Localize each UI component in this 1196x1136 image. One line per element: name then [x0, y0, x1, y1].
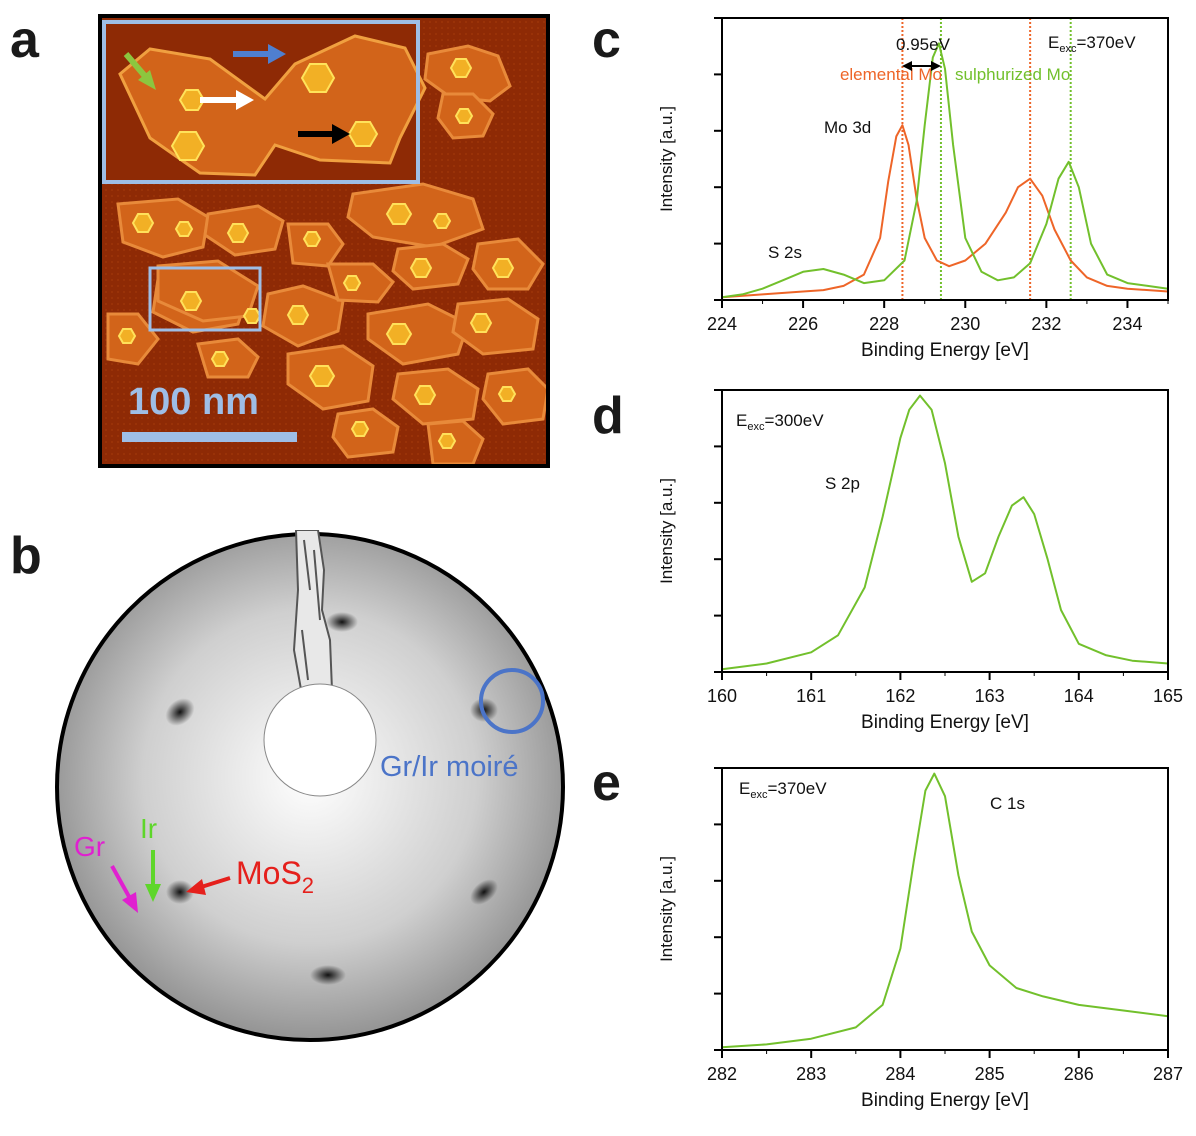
leed-spot: [165, 698, 195, 726]
scale-bar: [122, 432, 297, 442]
chart-c-xtick-label: 226: [788, 314, 818, 334]
chart-e-xtick-label: 287: [1153, 1064, 1183, 1084]
leed-spot: [326, 612, 358, 632]
zoom-region-box: [148, 266, 262, 332]
panel-letter-b: b: [10, 527, 42, 585]
black-arrow-head: [332, 124, 350, 144]
chart-e-xtick-label: 283: [796, 1064, 826, 1084]
gr-arrow-head: [122, 892, 138, 913]
scale-bar-label: 100 nm: [128, 381, 259, 423]
blue-arrow-head: [268, 44, 286, 64]
chart-d-xlabel: Binding Energy [eV]: [861, 712, 1029, 733]
chart-c: 224 226 228 230 232 234 Binding Energy [eV] Int…: [657, 17, 1169, 361]
mos2-label: MoS2: [236, 855, 314, 898]
stm-frame: [98, 14, 550, 468]
electron-gun: [263, 683, 377, 797]
chart-c-series-0: [721, 124, 1169, 299]
gr-arrow: [110, 865, 134, 903]
mos2-arrow-head: [186, 879, 206, 895]
ir-arrow-head: [145, 884, 161, 902]
s2s-label: S 2s: [768, 243, 802, 262]
chart-d-xtick-label: 163: [975, 686, 1005, 706]
holder-detail: [301, 539, 321, 681]
chart-c-ylabel: Intensity [a.u.]: [657, 106, 676, 212]
chart-c-series-1: [721, 42, 1169, 299]
panel-letter-a: a: [10, 11, 39, 69]
eexc-label-e: Eexc=370eV: [739, 779, 827, 801]
leed-spots: [165, 612, 498, 985]
inset-hex-4: [347, 121, 379, 147]
mo3d-label: Mo 3d: [824, 118, 871, 137]
gr-label: Gr: [74, 831, 105, 862]
chart-d-xtick-label: 164: [1064, 686, 1094, 706]
separation-arrow-head-left: [902, 61, 912, 71]
inset-hex-3: [178, 89, 206, 111]
elemental-label: elemental Mo: [840, 65, 942, 84]
leed-spot: [166, 880, 194, 904]
chart-c-xtick-label: 230: [950, 314, 980, 334]
moire-circle: [479, 668, 545, 734]
leed-spot: [470, 879, 498, 905]
chart-d-plot: 160 161 162 163 164 165 Binding Energy [eV] Int…: [657, 389, 1183, 733]
leed-pattern: Gr/Ir moiré Gr Ir MoS2: [55, 530, 565, 1042]
inset-hex-2: [170, 131, 206, 161]
panel-letter-d: d: [592, 387, 624, 445]
chart-d-xtick-label: 162: [885, 686, 915, 706]
green-arrow-head: [138, 70, 156, 90]
sulphurized-label: sulphurized Mo: [955, 65, 1070, 84]
stm-bilayer-hexagons: [117, 58, 517, 449]
chart-d-ylabel: Intensity [a.u.]: [657, 478, 676, 584]
chart-d: 160 161 162 163 164 165 Binding Energy [eV] Int…: [657, 389, 1183, 733]
chart-e-xtick-label: 285: [975, 1064, 1005, 1084]
inset-frame: [102, 20, 420, 184]
chart-e-ylabel: Intensity [a.u.]: [657, 856, 676, 962]
chart-e-series-0: [721, 772, 1169, 1049]
eexc-label-c: Eexc=370eV: [1048, 33, 1136, 55]
ir-label: Ir: [140, 813, 157, 844]
chart-d-frame: [721, 389, 1169, 673]
chart-e-plot: 282 283 284 285 286 287 Binding Energy [eV] Int…: [657, 767, 1183, 1111]
chart-c-xtick-label: 232: [1031, 314, 1061, 334]
panel-letter-e: e: [592, 754, 621, 812]
chart-c-xtick-label: 234: [1112, 314, 1142, 334]
chart-d-xtick-label: 160: [707, 686, 737, 706]
chart-d-xtick-label: 161: [796, 686, 826, 706]
chart-e-xtick-label: 284: [885, 1064, 915, 1084]
chart-e-xtick-label: 282: [707, 1064, 737, 1084]
stm-image: 100 nm: [98, 14, 550, 468]
chart-d-xtick-label: 165: [1153, 686, 1183, 706]
chart-c-xtick-label: 224: [707, 314, 737, 334]
chart-e: 282 283 284 285 286 287 Binding Energy [eV] Int…: [657, 767, 1183, 1111]
inset-hex-1: [300, 63, 336, 93]
panel-letter-c: c: [592, 11, 621, 69]
chart-e-xtick-label: 286: [1064, 1064, 1094, 1084]
chart-d-series-0: [721, 394, 1169, 671]
chart-e-xlabel: Binding Energy [eV]: [861, 1090, 1029, 1111]
c1s-label: C 1s: [990, 794, 1025, 813]
chart-c-xlabel: Binding Energy [eV]: [861, 340, 1029, 361]
chart-c-plot: 224 226 228 230 232 234 Binding Energy [eV] Int…: [657, 17, 1169, 361]
moire-label: Gr/Ir moiré: [380, 751, 519, 783]
leed-spot: [310, 965, 346, 985]
chart-c-frame: [721, 17, 1169, 301]
stm-inset: [102, 20, 427, 184]
eexc-label-d: Eexc=300eV: [736, 411, 824, 433]
separation-label: 0.95eV: [896, 35, 951, 54]
chart-c-xtick-label: 228: [869, 314, 899, 334]
white-arrow-head: [236, 90, 254, 110]
separation-arrow-head-right: [931, 61, 941, 71]
s2p-label: S 2p: [825, 474, 860, 493]
